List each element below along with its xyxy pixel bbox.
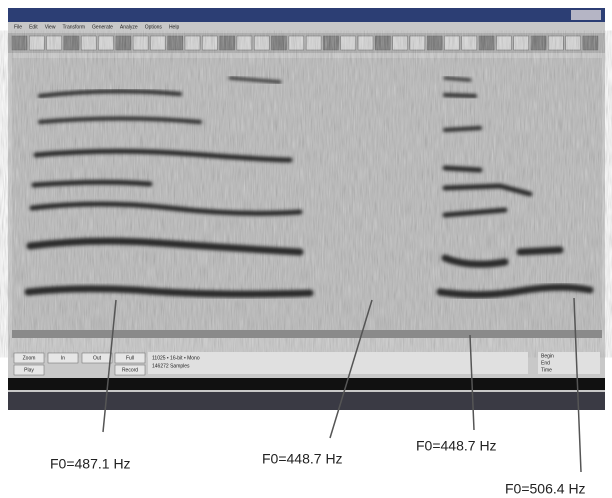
tool-button[interactable] xyxy=(47,36,62,50)
begin: Begin xyxy=(541,353,554,359)
tool-button[interactable] xyxy=(12,36,27,50)
button-label[interactable]: Play xyxy=(24,367,34,373)
tool-button[interactable] xyxy=(496,36,511,50)
time: Time xyxy=(541,367,552,373)
tool-button[interactable] xyxy=(323,36,338,50)
tool-button[interactable] xyxy=(254,36,269,50)
annotation: F0=448.7 Hz xyxy=(416,438,497,454)
tool-button[interactable] xyxy=(566,36,581,50)
tool-button[interactable] xyxy=(514,36,529,50)
button-label[interactable]: In xyxy=(61,355,65,361)
tool-button[interactable] xyxy=(341,36,356,50)
button-label[interactable]: Record xyxy=(122,367,138,373)
menu-item[interactable]: Edit xyxy=(29,24,38,30)
menu-item[interactable]: File xyxy=(14,24,22,30)
tool-button[interactable] xyxy=(548,36,563,50)
annotation: F0=448.7 Hz xyxy=(262,451,343,467)
tool-button[interactable] xyxy=(410,36,425,50)
time-ruler xyxy=(12,330,602,338)
tool-button[interactable] xyxy=(479,36,494,50)
tool-button[interactable] xyxy=(168,36,183,50)
tool-button[interactable] xyxy=(202,36,217,50)
tool-button[interactable] xyxy=(133,36,148,50)
tool-button[interactable] xyxy=(462,36,477,50)
tool-button[interactable] xyxy=(185,36,200,50)
title-bar xyxy=(8,8,605,22)
button-label[interactable]: Full xyxy=(126,355,134,361)
tool-button[interactable] xyxy=(427,36,442,50)
tool-button[interactable] xyxy=(116,36,131,50)
tool-button[interactable] xyxy=(220,36,235,50)
button-label[interactable]: Zoom xyxy=(23,355,36,361)
tool-button[interactable] xyxy=(29,36,44,50)
tool-button[interactable] xyxy=(393,36,408,50)
annotation: F0=506.4 Hz xyxy=(505,481,586,497)
menu-item[interactable]: View xyxy=(45,24,56,30)
tool-button[interactable] xyxy=(81,36,96,50)
tool-button[interactable] xyxy=(237,36,252,50)
end: End xyxy=(541,360,550,366)
screenshot: File Edit View Transform Generate Analyze Opti… xyxy=(0,0,612,498)
samples: 146272 Samples xyxy=(152,363,190,369)
menu-item[interactable]: Analyze xyxy=(120,24,138,30)
tool-button[interactable] xyxy=(272,36,287,50)
menu-item[interactable]: Transform xyxy=(62,24,85,30)
tool-button[interactable] xyxy=(99,36,114,50)
tool-button[interactable] xyxy=(531,36,546,50)
format: 11025 • 16-bit • Mono xyxy=(152,355,200,361)
level-meter xyxy=(8,378,605,390)
button-label[interactable]: Out xyxy=(93,355,102,361)
tool-button[interactable] xyxy=(150,36,165,50)
tool-button[interactable] xyxy=(358,36,373,50)
tool-button[interactable] xyxy=(306,36,321,50)
tool-button[interactable] xyxy=(583,36,598,50)
tool-button[interactable] xyxy=(64,36,79,50)
tool-button[interactable] xyxy=(375,36,390,50)
taskbar xyxy=(8,392,605,410)
tool-button[interactable] xyxy=(289,36,304,50)
menu-item[interactable]: Generate xyxy=(92,24,113,30)
tool-button[interactable] xyxy=(445,36,460,50)
menu-item[interactable]: Options xyxy=(145,24,163,30)
menu-item[interactable]: Help xyxy=(169,24,180,30)
annotation: F0=487.1 Hz xyxy=(50,456,131,472)
window-controls[interactable] xyxy=(571,10,601,20)
